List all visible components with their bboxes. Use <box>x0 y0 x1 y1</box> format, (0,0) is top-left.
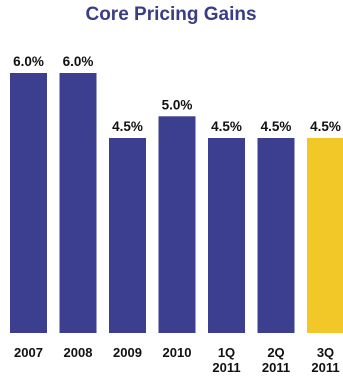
bar-value-label: 6.0% <box>63 54 94 69</box>
bar-value-label: 6.0% <box>13 54 44 69</box>
bar <box>307 138 343 333</box>
x-tick-label: 2010 <box>163 345 192 360</box>
bar-series <box>10 73 343 333</box>
x-tick-label: 2Q <box>267 345 284 360</box>
bar <box>10 73 47 333</box>
bar-value-label: 4.5% <box>211 119 242 134</box>
bar-value-label: 4.5% <box>112 119 143 134</box>
bar-value-label: 5.0% <box>162 97 193 112</box>
x-tick-label: 2011 <box>262 360 290 375</box>
x-tick-label: 2011 <box>212 360 240 375</box>
x-tick-label: 3Q <box>317 345 334 360</box>
bar-value-label: 4.5% <box>310 119 341 134</box>
bar <box>158 116 196 333</box>
bar <box>208 138 245 333</box>
x-tick-label: 2009 <box>113 345 142 360</box>
bar <box>109 138 146 333</box>
value-labels: 6.0% 6.0% 4.5% 5.0% 4.5% 4.5% 4.5% <box>13 54 341 134</box>
chart-title: Core Pricing Gains <box>85 4 256 25</box>
bar-value-label: 4.5% <box>261 119 292 134</box>
x-tick-label: 2007 <box>14 345 43 360</box>
x-tick-label: 1Q <box>218 345 235 360</box>
x-tick-label: 2008 <box>64 345 93 360</box>
bar <box>59 73 97 333</box>
x-tick-label: 2011 <box>311 360 339 375</box>
bar <box>257 138 295 333</box>
